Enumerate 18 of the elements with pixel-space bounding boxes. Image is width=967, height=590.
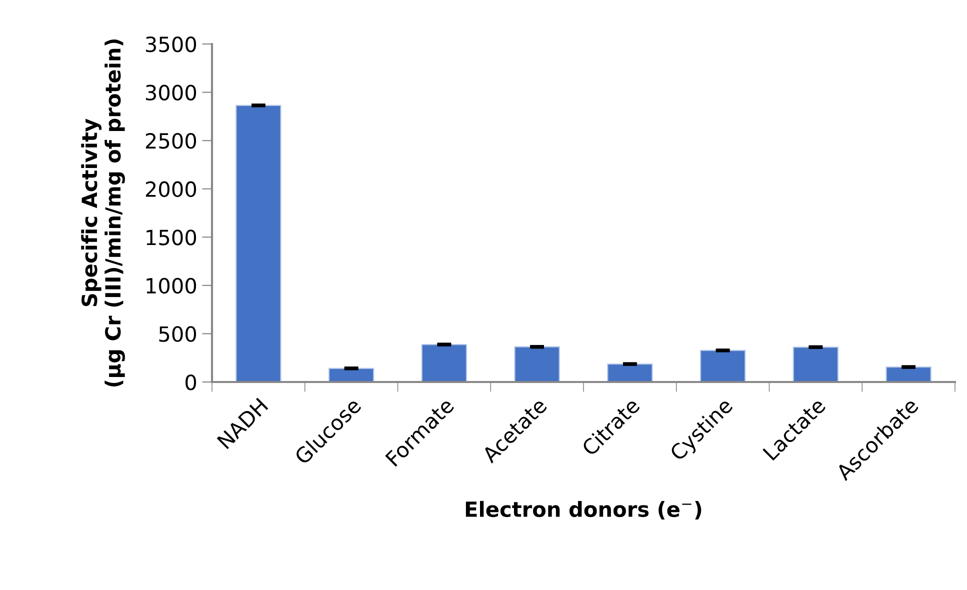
y-tick-label: 2000 bbox=[146, 181, 196, 198]
y-tick-label: 3500 bbox=[146, 36, 196, 52]
y-tick-label: 500 bbox=[159, 326, 196, 342]
y-tick-label: 1500 bbox=[146, 230, 196, 246]
bar bbox=[700, 350, 746, 382]
x-axis-title: Electron donors (e$^{−}$) bbox=[466, 500, 702, 520]
y-tick-label: 3000 bbox=[146, 84, 196, 100]
bar bbox=[514, 346, 560, 382]
bar bbox=[886, 366, 932, 382]
y-tick-label: 2500 bbox=[146, 133, 196, 149]
y-tick-label: 1000 bbox=[146, 278, 196, 294]
y-axis-title: Specific Activity (µg Cr (III)/min/mg of protein) bbox=[81, 39, 125, 387]
bar bbox=[236, 104, 282, 382]
bar bbox=[792, 346, 839, 382]
y-tick-label: 0 bbox=[186, 374, 196, 390]
bar bbox=[328, 368, 374, 382]
bar bbox=[421, 344, 468, 382]
bar bbox=[607, 363, 653, 382]
